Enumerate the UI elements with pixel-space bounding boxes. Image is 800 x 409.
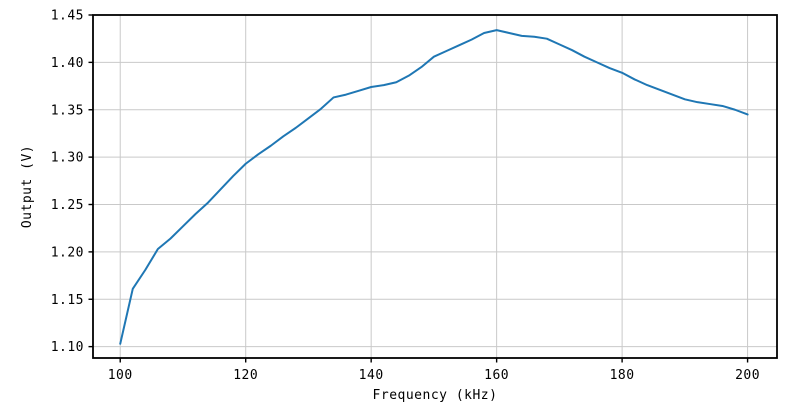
- y-tick-label: 1.10: [51, 340, 84, 355]
- x-tick-label: 200: [735, 368, 760, 383]
- y-tick-label: 1.25: [51, 198, 84, 213]
- x-tick-label: 140: [359, 368, 384, 383]
- y-axis-label: Output (V): [20, 145, 35, 228]
- x-tick-label: 120: [233, 368, 258, 383]
- y-tick-label: 1.40: [51, 56, 84, 71]
- y-tick-label: 1.45: [51, 9, 84, 24]
- data-line-output-vs-frequency: [119, 29, 749, 345]
- plot-border: [92, 14, 778, 359]
- tick-layer: [88, 14, 749, 363]
- x-tick-label: 100: [108, 368, 133, 383]
- y-tick-label: 1.35: [51, 103, 84, 118]
- tick-label-layer: 100 120 140 160 180 200 1.10 1.15 1.20 1.25 1.30 1.…: [51, 9, 760, 384]
- grid-layer: [93, 14, 777, 358]
- x-tick-label: 180: [610, 368, 635, 383]
- y-tick-label: 1.30: [51, 151, 84, 166]
- series-layer: [119, 29, 749, 345]
- y-tick-label: 1.20: [51, 245, 84, 260]
- x-axis-label: Frequency (kHz): [373, 388, 498, 403]
- y-tick-label: 1.15: [51, 293, 84, 308]
- x-tick-label: 160: [484, 368, 509, 383]
